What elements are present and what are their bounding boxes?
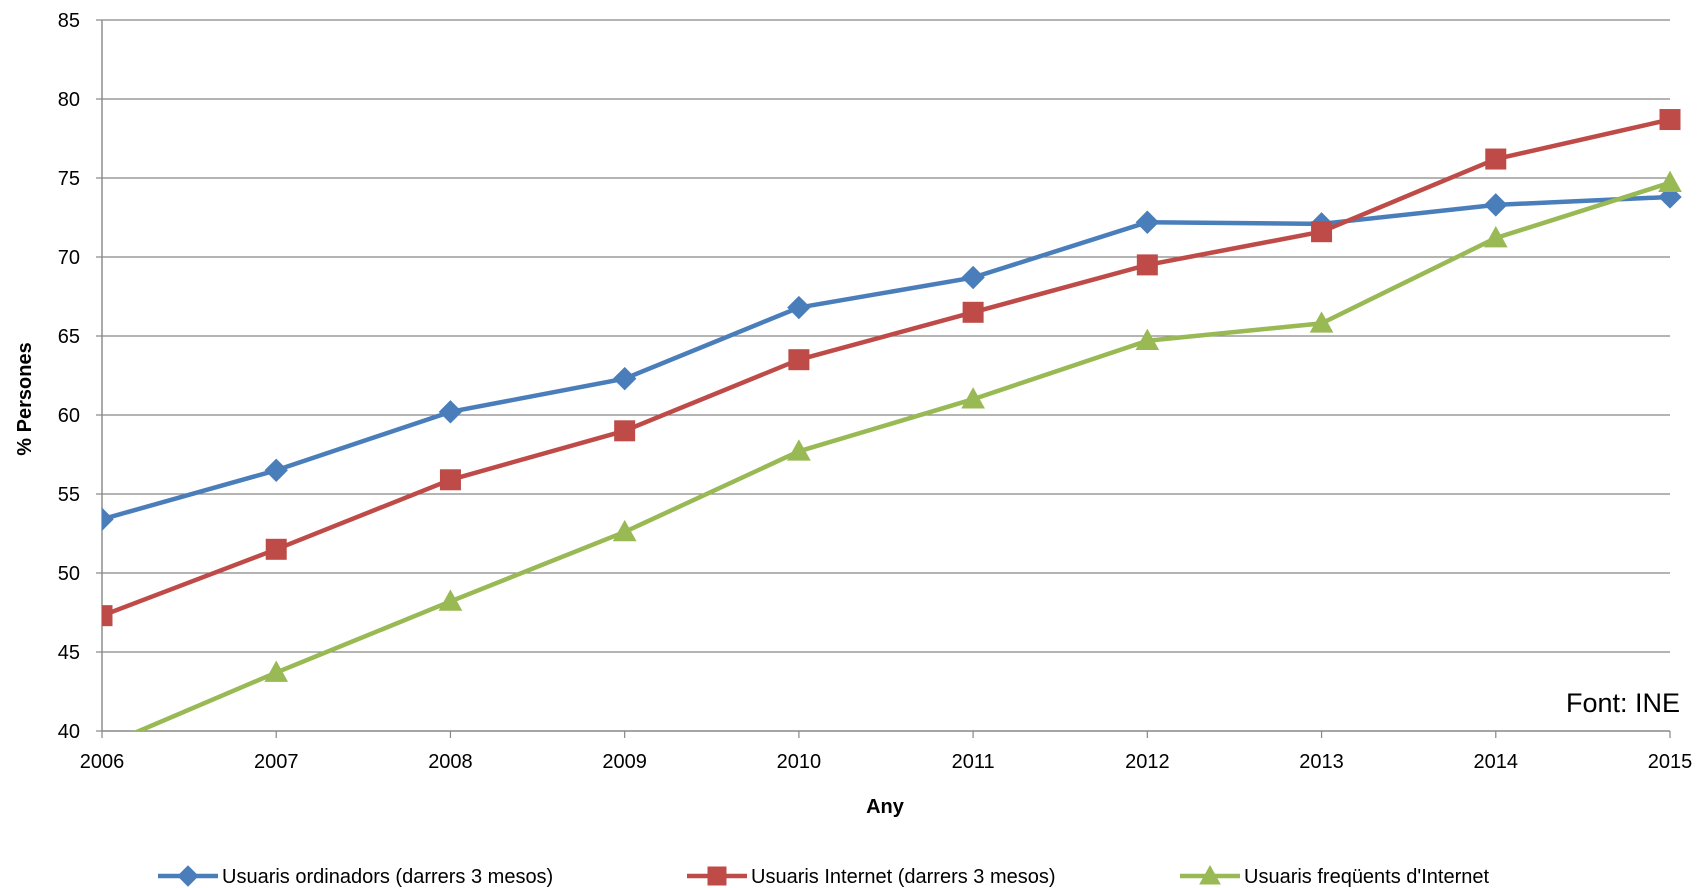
series-line — [102, 117, 1671, 618]
x-tick-label: 2007 — [254, 751, 299, 773]
triangle-marker — [1483, 226, 1508, 248]
legend-item: Usuaris Internet (darrers 3 mesos) — [687, 866, 1056, 888]
y-tick-label: 75 — [58, 168, 80, 190]
square-marker — [1136, 254, 1158, 276]
y-tick-label: 85 — [58, 10, 80, 32]
legend-label: Usuaris Internet (darrers 3 mesos) — [751, 866, 1056, 888]
diamond-marker — [264, 458, 288, 483]
x-tick-labels: 2006 2007 2008 2009 2010 2011 2012 2013 2014 2015 — [80, 731, 1693, 773]
series-1 — [102, 185, 1682, 531]
triangle-marker — [264, 660, 289, 682]
square-marker — [788, 349, 810, 371]
triangle-marker — [438, 589, 463, 611]
x-tick-label: 2013 — [1299, 751, 1344, 773]
x-tick-label: 2011 — [952, 751, 995, 773]
x-tick-label: 2014 — [1474, 751, 1519, 773]
series-line — [133, 180, 1671, 731]
y-tick-label: 70 — [58, 247, 80, 269]
legend-label: Usuaris ordinadors (darrers 3 mesos) — [222, 866, 553, 888]
diamond-marker — [612, 366, 637, 391]
y-tick-label: 80 — [58, 89, 80, 111]
square-marker — [1485, 148, 1507, 170]
diamond-marker — [177, 865, 199, 887]
x-tick-label: 2010 — [777, 751, 822, 773]
diamond-marker — [438, 400, 463, 424]
y-tick-label: 55 — [58, 484, 80, 506]
x-tick-label: 2015 — [1648, 751, 1693, 773]
diamond-marker — [961, 265, 985, 290]
diamond-marker — [1484, 193, 1508, 217]
diamond-marker — [102, 507, 114, 531]
square-marker — [614, 420, 636, 442]
x-tick-label: 2009 — [602, 751, 647, 773]
diamond-marker — [787, 295, 811, 320]
square-marker — [439, 469, 461, 491]
series-layer — [102, 109, 1682, 731]
triangle-marker — [787, 439, 811, 461]
square-marker — [265, 538, 287, 560]
y-tick-labels: 40 45 50 55 60 65 70 75 80 85 — [58, 10, 80, 743]
series-line — [102, 194, 1671, 522]
triangle-marker — [1135, 328, 1160, 351]
square-marker — [962, 301, 984, 323]
diamond-marker — [1135, 210, 1160, 234]
series-3 — [133, 170, 1682, 731]
axes — [101, 20, 1670, 732]
legend-item: Usuaris ordinadors (darrers 3 mesos) — [158, 865, 553, 888]
triangle-marker — [612, 519, 637, 542]
x-tick-label: 2012 — [1125, 751, 1170, 773]
square-marker — [707, 866, 727, 886]
square-marker — [102, 605, 113, 627]
triangle-marker — [961, 387, 985, 409]
triangle-marker — [1199, 864, 1221, 885]
source-annotation: Font: INE — [1566, 688, 1680, 718]
legend: Usuaris ordinadors (darrers 3 mesos) Usua… — [158, 864, 1490, 888]
y-tick-label: 45 — [58, 642, 80, 664]
grid-lines — [96, 19, 1670, 732]
triangle-marker — [1309, 311, 1334, 333]
triangle-marker — [1658, 170, 1682, 193]
legend-item: Usuaris freqüents d'Internet — [1180, 864, 1490, 888]
square-marker — [1311, 221, 1333, 243]
y-tick-label: 65 — [58, 326, 80, 348]
y-tick-label: 40 — [58, 721, 80, 743]
x-tick-label: 2008 — [428, 751, 473, 773]
x-tick-label: 2006 — [80, 751, 125, 773]
square-marker — [1659, 109, 1681, 131]
y-tick-label: 50 — [58, 563, 80, 585]
series-2 — [102, 109, 1681, 627]
x-axis-title: Any — [866, 796, 905, 818]
legend-label: Usuaris freqüents d'Internet — [1244, 866, 1490, 888]
y-axis-title: % Persones — [14, 342, 36, 455]
y-tick-label: 60 — [58, 405, 80, 427]
